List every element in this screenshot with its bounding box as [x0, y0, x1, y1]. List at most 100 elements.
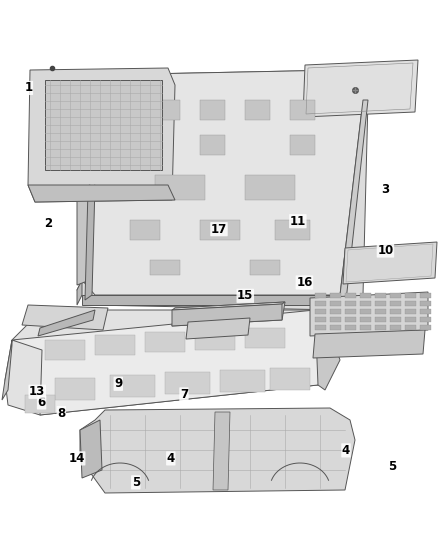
Polygon shape — [345, 293, 356, 298]
Polygon shape — [22, 305, 108, 330]
Polygon shape — [375, 301, 386, 306]
Polygon shape — [345, 317, 356, 322]
Text: 10: 10 — [377, 244, 394, 257]
Polygon shape — [315, 301, 326, 306]
Polygon shape — [420, 317, 431, 322]
Polygon shape — [172, 302, 285, 326]
Text: 4: 4 — [342, 444, 350, 457]
Polygon shape — [330, 293, 341, 298]
Polygon shape — [115, 100, 140, 120]
Polygon shape — [245, 328, 285, 348]
Polygon shape — [390, 325, 401, 330]
Polygon shape — [390, 293, 401, 298]
Polygon shape — [290, 135, 315, 155]
Polygon shape — [405, 317, 416, 322]
Polygon shape — [25, 395, 55, 413]
Polygon shape — [360, 309, 371, 314]
Polygon shape — [38, 310, 95, 336]
Polygon shape — [45, 340, 85, 360]
Polygon shape — [343, 242, 437, 284]
Polygon shape — [420, 309, 431, 314]
Polygon shape — [200, 220, 240, 240]
Text: 5: 5 — [132, 476, 140, 489]
Polygon shape — [195, 330, 235, 350]
Polygon shape — [115, 135, 140, 155]
Polygon shape — [270, 368, 310, 390]
Polygon shape — [130, 220, 160, 240]
Polygon shape — [345, 309, 356, 314]
Polygon shape — [405, 301, 416, 306]
Polygon shape — [390, 317, 401, 322]
Text: 17: 17 — [211, 223, 227, 236]
Polygon shape — [45, 80, 162, 170]
Text: 11: 11 — [290, 215, 306, 228]
Polygon shape — [12, 310, 335, 415]
Polygon shape — [80, 408, 355, 493]
Polygon shape — [145, 332, 185, 352]
Polygon shape — [315, 317, 326, 322]
Polygon shape — [345, 301, 356, 306]
Polygon shape — [77, 185, 90, 285]
Polygon shape — [303, 60, 418, 117]
Polygon shape — [186, 318, 250, 339]
Polygon shape — [375, 309, 386, 314]
Polygon shape — [155, 175, 205, 200]
Polygon shape — [330, 301, 341, 306]
Polygon shape — [360, 293, 371, 298]
Polygon shape — [250, 260, 280, 275]
Polygon shape — [200, 135, 225, 155]
Polygon shape — [275, 220, 310, 240]
Polygon shape — [330, 317, 341, 322]
Polygon shape — [155, 100, 180, 120]
Polygon shape — [345, 325, 356, 330]
Polygon shape — [360, 317, 371, 322]
Polygon shape — [28, 185, 175, 202]
Polygon shape — [375, 293, 386, 298]
Polygon shape — [313, 330, 425, 358]
Polygon shape — [375, 325, 386, 330]
Polygon shape — [420, 293, 431, 298]
Polygon shape — [290, 100, 315, 120]
Polygon shape — [172, 304, 282, 326]
Polygon shape — [110, 375, 155, 397]
Text: 14: 14 — [68, 452, 85, 465]
Text: 15: 15 — [237, 289, 254, 302]
Polygon shape — [80, 420, 102, 478]
Polygon shape — [28, 68, 175, 202]
Polygon shape — [315, 325, 326, 330]
Polygon shape — [85, 185, 95, 300]
Polygon shape — [375, 317, 386, 322]
Polygon shape — [77, 280, 82, 305]
Text: 4: 4 — [167, 452, 175, 465]
Polygon shape — [360, 325, 371, 330]
Polygon shape — [5, 310, 335, 415]
Polygon shape — [165, 372, 210, 394]
Polygon shape — [200, 100, 225, 120]
Polygon shape — [2, 340, 12, 400]
Polygon shape — [245, 100, 270, 120]
Polygon shape — [405, 309, 416, 314]
Polygon shape — [245, 175, 295, 200]
Polygon shape — [77, 70, 368, 310]
Text: 13: 13 — [29, 385, 46, 398]
Polygon shape — [315, 293, 326, 298]
Text: 9: 9 — [114, 377, 122, 390]
Polygon shape — [420, 325, 431, 330]
Polygon shape — [82, 70, 363, 295]
Text: 8: 8 — [57, 407, 65, 419]
Polygon shape — [340, 100, 368, 310]
Text: 6: 6 — [38, 396, 46, 409]
Text: 2: 2 — [44, 217, 52, 230]
Polygon shape — [330, 325, 341, 330]
Polygon shape — [420, 301, 431, 306]
Polygon shape — [220, 370, 265, 392]
Polygon shape — [360, 301, 371, 306]
Text: 7: 7 — [180, 388, 188, 401]
Polygon shape — [405, 293, 416, 298]
Polygon shape — [315, 309, 326, 314]
Text: 5: 5 — [388, 460, 396, 473]
Polygon shape — [95, 335, 135, 355]
Polygon shape — [172, 302, 285, 310]
Polygon shape — [150, 260, 180, 275]
Text: 3: 3 — [381, 183, 389, 196]
